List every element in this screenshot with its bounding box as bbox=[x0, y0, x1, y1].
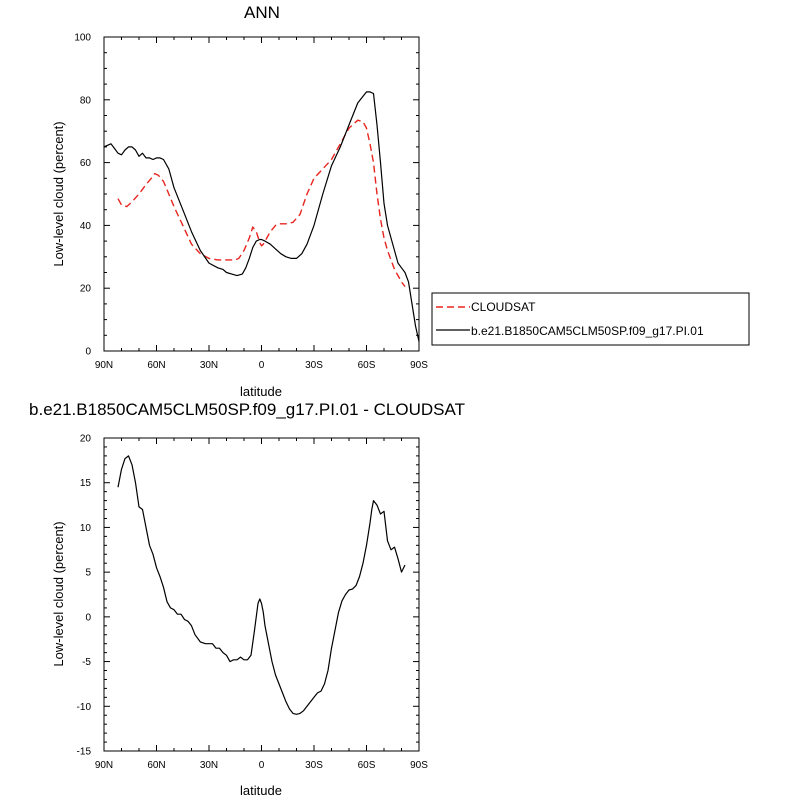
bottom-chart: 90N 60N 30N 0 30S 60S 90S -15 -10 -5 0 5 10 15 20 bbox=[77, 434, 429, 772]
top-x-tick-label: 60S bbox=[358, 360, 376, 371]
top-y-tick-label: 40 bbox=[80, 221, 92, 232]
bottom-y-tick-label: 0 bbox=[85, 612, 91, 623]
top-series-line-1 bbox=[103, 91, 420, 342]
top-y-tick-label: 60 bbox=[80, 158, 92, 169]
top-x-tick-label: 90N bbox=[95, 360, 113, 371]
bottom-x-tick-label: 30S bbox=[305, 760, 323, 771]
bottom-x-tick-label: 60N bbox=[147, 760, 165, 771]
bottom-x-tick-label: 0 bbox=[259, 760, 265, 771]
bottom-y-tick-label: 15 bbox=[80, 478, 92, 489]
top-chart-xlabel: latitude bbox=[240, 384, 282, 399]
top-x-tick-label: 0 bbox=[259, 360, 265, 371]
bottom-y-tick-label: 5 bbox=[85, 568, 91, 579]
legend: CLOUDSAT b.e21.B1850CAM5CLM50SP.f09_g17.… bbox=[431, 292, 750, 346]
top-series-line-0 bbox=[117, 119, 406, 288]
bottom-y-tick-label: 10 bbox=[80, 523, 92, 534]
bottom-x-tick-label: 60S bbox=[358, 760, 376, 771]
bottom-x-tick-label: 30N bbox=[200, 760, 218, 771]
bottom-y-tick-label: -15 bbox=[77, 747, 92, 758]
bottom-y-tick-label: -10 bbox=[77, 702, 92, 713]
bottom-chart-title: b.e21.B1850CAM5CLM50SP.f09_g17.PI.01 - C… bbox=[29, 400, 465, 419]
top-chart: 90N 60N 30N 0 30S 60S 90S 0 20 40 60 80 100 bbox=[74, 33, 428, 372]
bottom-x-tick-label: 90S bbox=[410, 760, 428, 771]
bottom-x-tick-label: 90N bbox=[95, 760, 113, 771]
top-chart-ylabel: Low-level cloud (percent) bbox=[51, 121, 66, 266]
bottom-series-line-0 bbox=[117, 455, 406, 715]
top-x-tick-label: 60N bbox=[147, 360, 165, 371]
top-x-tick-label: 30N bbox=[200, 360, 218, 371]
bottom-chart-xlabel: latitude bbox=[240, 783, 282, 798]
top-chart-title: ANN bbox=[244, 3, 280, 22]
top-x-tick-label: 30S bbox=[305, 360, 323, 371]
top-x-tick-label: 90S bbox=[410, 360, 428, 371]
legend-label-cloudsat: CLOUDSAT bbox=[471, 300, 536, 314]
top-y-tick-label: 100 bbox=[74, 33, 91, 44]
bottom-y-tick-label: -5 bbox=[82, 657, 91, 668]
bottom-chart-ylabel: Low-level cloud (percent) bbox=[51, 521, 66, 666]
top-y-tick-label: 0 bbox=[85, 347, 91, 358]
legend-label-model: b.e21.B1850CAM5CLM50SP.f09_g17.PI.01 bbox=[471, 324, 704, 338]
top-y-tick-label: 20 bbox=[80, 284, 92, 295]
bottom-y-tick-label: 20 bbox=[80, 434, 92, 445]
legend-box bbox=[431, 292, 750, 346]
top-y-tick-label: 80 bbox=[80, 95, 92, 106]
